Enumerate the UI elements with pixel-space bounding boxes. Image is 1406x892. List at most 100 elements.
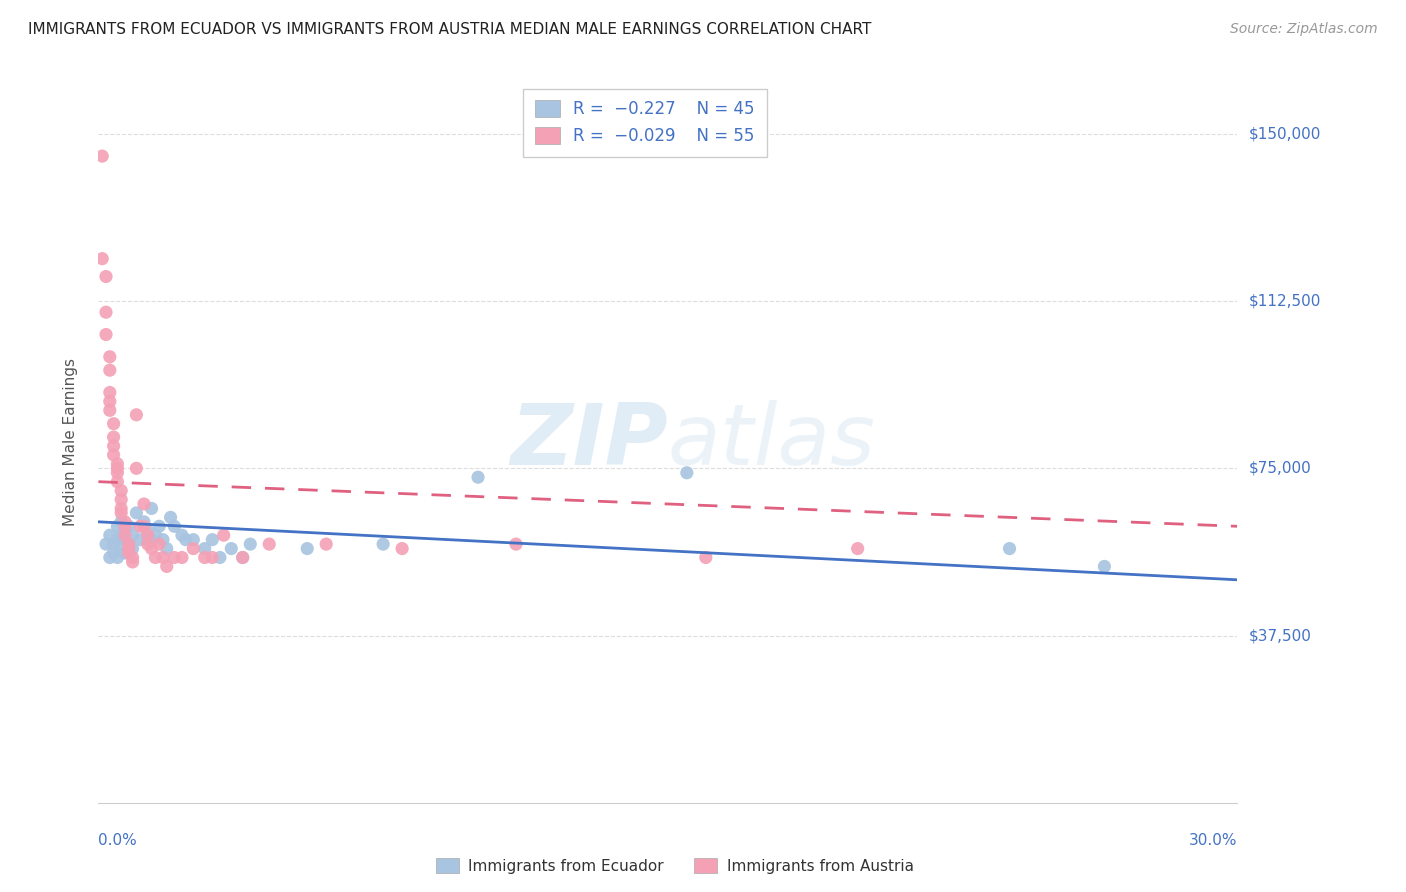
Point: [107, 466, 129, 480]
Point: [103, 546, 125, 560]
Point: [121, 555, 143, 569]
Point: [208, 550, 231, 565]
Point: [846, 541, 869, 556]
Point: [110, 483, 132, 498]
Point: [170, 550, 193, 565]
Point: [136, 524, 159, 538]
Point: [98, 528, 121, 542]
Point: [107, 519, 129, 533]
Point: [232, 550, 254, 565]
Point: [110, 515, 132, 529]
Legend: R =  −0.227    N = 45, R =  −0.029    N = 55: R = −0.227 N = 45, R = −0.029 N = 55: [523, 88, 766, 157]
Point: [114, 528, 136, 542]
Text: atlas: atlas: [668, 400, 876, 483]
Point: [103, 439, 125, 453]
Point: [125, 408, 148, 422]
Point: [118, 546, 141, 560]
Point: [129, 533, 152, 547]
Point: [183, 541, 205, 556]
Point: [315, 537, 337, 551]
Point: [136, 533, 159, 547]
Point: [107, 461, 129, 475]
Point: [467, 470, 489, 484]
Point: [125, 461, 148, 475]
Point: [145, 528, 167, 542]
Point: [114, 519, 136, 533]
Point: [114, 515, 136, 529]
Point: [98, 403, 121, 417]
Point: [239, 537, 262, 551]
Y-axis label: Median Male Earnings: Median Male Earnings: [63, 358, 77, 525]
Point: [118, 537, 141, 551]
Point: [110, 541, 132, 556]
Point: [121, 550, 143, 565]
Point: [194, 550, 217, 565]
Point: [98, 363, 121, 377]
Point: [232, 550, 254, 565]
Point: [998, 541, 1021, 556]
Point: [110, 506, 132, 520]
Point: [125, 506, 148, 520]
Point: [121, 528, 143, 542]
Point: [107, 457, 129, 471]
Point: [152, 533, 174, 547]
Point: [136, 528, 159, 542]
Text: $75,000: $75,000: [1249, 461, 1312, 475]
Point: [98, 350, 121, 364]
Point: [91, 252, 114, 266]
Point: [129, 519, 152, 533]
Point: [259, 537, 281, 551]
Point: [103, 537, 125, 551]
Point: [132, 497, 155, 511]
Text: $37,500: $37,500: [1249, 628, 1312, 643]
Point: [118, 541, 141, 556]
Point: [98, 550, 121, 565]
Text: IMMIGRANTS FROM ECUADOR VS IMMIGRANTS FROM AUSTRIA MEDIAN MALE EARNINGS CORRELAT: IMMIGRANTS FROM ECUADOR VS IMMIGRANTS FR…: [28, 22, 872, 37]
Point: [156, 559, 179, 574]
Point: [103, 417, 125, 431]
Point: [174, 533, 197, 547]
Point: [221, 541, 243, 556]
Text: $112,500: $112,500: [1249, 293, 1320, 309]
Text: Source: ZipAtlas.com: Source: ZipAtlas.com: [1230, 22, 1378, 37]
Point: [505, 537, 527, 551]
Point: [676, 466, 699, 480]
Point: [118, 519, 141, 533]
Point: [110, 501, 132, 516]
Point: [132, 519, 155, 533]
Point: [1094, 559, 1116, 574]
Point: [107, 475, 129, 489]
Point: [297, 541, 319, 556]
Point: [103, 448, 125, 462]
Point: [132, 515, 155, 529]
Point: [121, 541, 143, 556]
Point: [145, 550, 167, 565]
Point: [148, 537, 170, 551]
Point: [110, 492, 132, 507]
Point: [107, 533, 129, 547]
Point: [94, 269, 117, 284]
Point: [212, 528, 235, 542]
Point: [695, 550, 717, 565]
Point: [163, 519, 186, 533]
Point: [98, 385, 121, 400]
Point: [103, 430, 125, 444]
Point: [136, 537, 159, 551]
Text: $150,000: $150,000: [1249, 127, 1320, 141]
Point: [194, 541, 217, 556]
Text: ZIP: ZIP: [510, 400, 668, 483]
Point: [201, 533, 224, 547]
Point: [156, 541, 179, 556]
Text: 0.0%: 0.0%: [98, 833, 138, 848]
Point: [94, 305, 117, 319]
Point: [141, 501, 163, 516]
Point: [141, 533, 163, 547]
Point: [163, 550, 186, 565]
Point: [98, 394, 121, 409]
Point: [118, 537, 141, 551]
Point: [114, 533, 136, 547]
Legend: Immigrants from Ecuador, Immigrants from Austria: Immigrants from Ecuador, Immigrants from…: [430, 852, 920, 880]
Point: [94, 327, 117, 342]
Point: [141, 541, 163, 556]
Point: [107, 550, 129, 565]
